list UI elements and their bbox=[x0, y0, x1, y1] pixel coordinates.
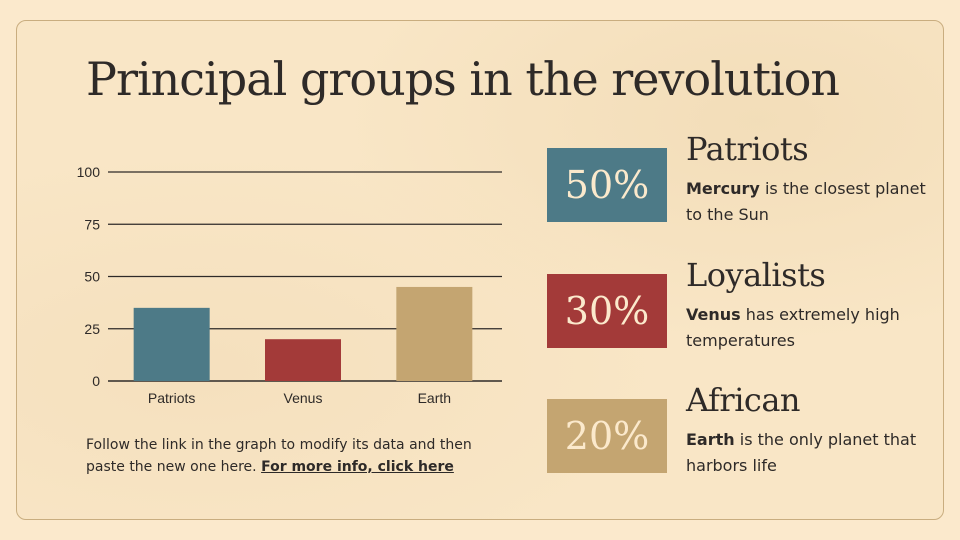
y-tick-label: 50 bbox=[84, 269, 100, 285]
y-tick-label: 100 bbox=[77, 164, 101, 180]
y-tick-label: 25 bbox=[84, 321, 100, 337]
percent-box-loyalists: 30% bbox=[547, 274, 667, 348]
bar-chart: 0 25 50 75 100 Patriots Venus Earth bbox=[77, 164, 502, 406]
chart-note: Follow the link in the graph to modify i… bbox=[86, 434, 506, 478]
group-desc-text: is the closest planet to the Sun bbox=[686, 179, 926, 224]
group-desc-african: Earth is the only planet that harbors li… bbox=[686, 427, 926, 479]
group-desc-loyalists: Venus has extremely high temperatures bbox=[686, 302, 926, 354]
group-desc-text: has extremely high temperatures bbox=[686, 305, 900, 350]
x-tick-label-earth: Earth bbox=[418, 390, 451, 406]
group-desc-bold: Venus bbox=[686, 305, 741, 324]
x-tick-label-venus: Venus bbox=[284, 390, 323, 406]
group-title-loyalists: Loyalists bbox=[686, 256, 826, 294]
y-tick-label: 75 bbox=[84, 216, 100, 232]
page-title: Principal groups in the revolution bbox=[86, 52, 840, 106]
chart-grid: 0 25 50 75 100 bbox=[77, 164, 502, 389]
group-desc-patriots: Mercury is the closest planet to the Sun bbox=[686, 176, 926, 228]
slide-frame bbox=[16, 20, 944, 520]
group-title-patriots: Patriots bbox=[686, 130, 809, 168]
note-text: Follow the link in the graph to modify i… bbox=[86, 437, 472, 475]
bar-patriots bbox=[133, 307, 210, 381]
x-tick-label-patriots: Patriots bbox=[148, 390, 195, 406]
more-info-link[interactable]: For more info, click here bbox=[261, 459, 454, 475]
group-desc-text: is the only planet that harbors life bbox=[686, 430, 917, 475]
y-tick-label: 0 bbox=[92, 373, 100, 389]
group-desc-bold: Mercury bbox=[686, 179, 760, 198]
chart-x-labels: Patriots Venus Earth bbox=[148, 390, 451, 406]
chart-bars bbox=[133, 286, 473, 381]
percent-box-patriots: 50% bbox=[547, 148, 667, 222]
group-desc-bold: Earth bbox=[686, 430, 735, 449]
bar-earth bbox=[396, 286, 473, 381]
group-title-african: African bbox=[686, 381, 801, 419]
bar-venus bbox=[265, 339, 341, 381]
percent-box-african: 20% bbox=[547, 399, 667, 473]
